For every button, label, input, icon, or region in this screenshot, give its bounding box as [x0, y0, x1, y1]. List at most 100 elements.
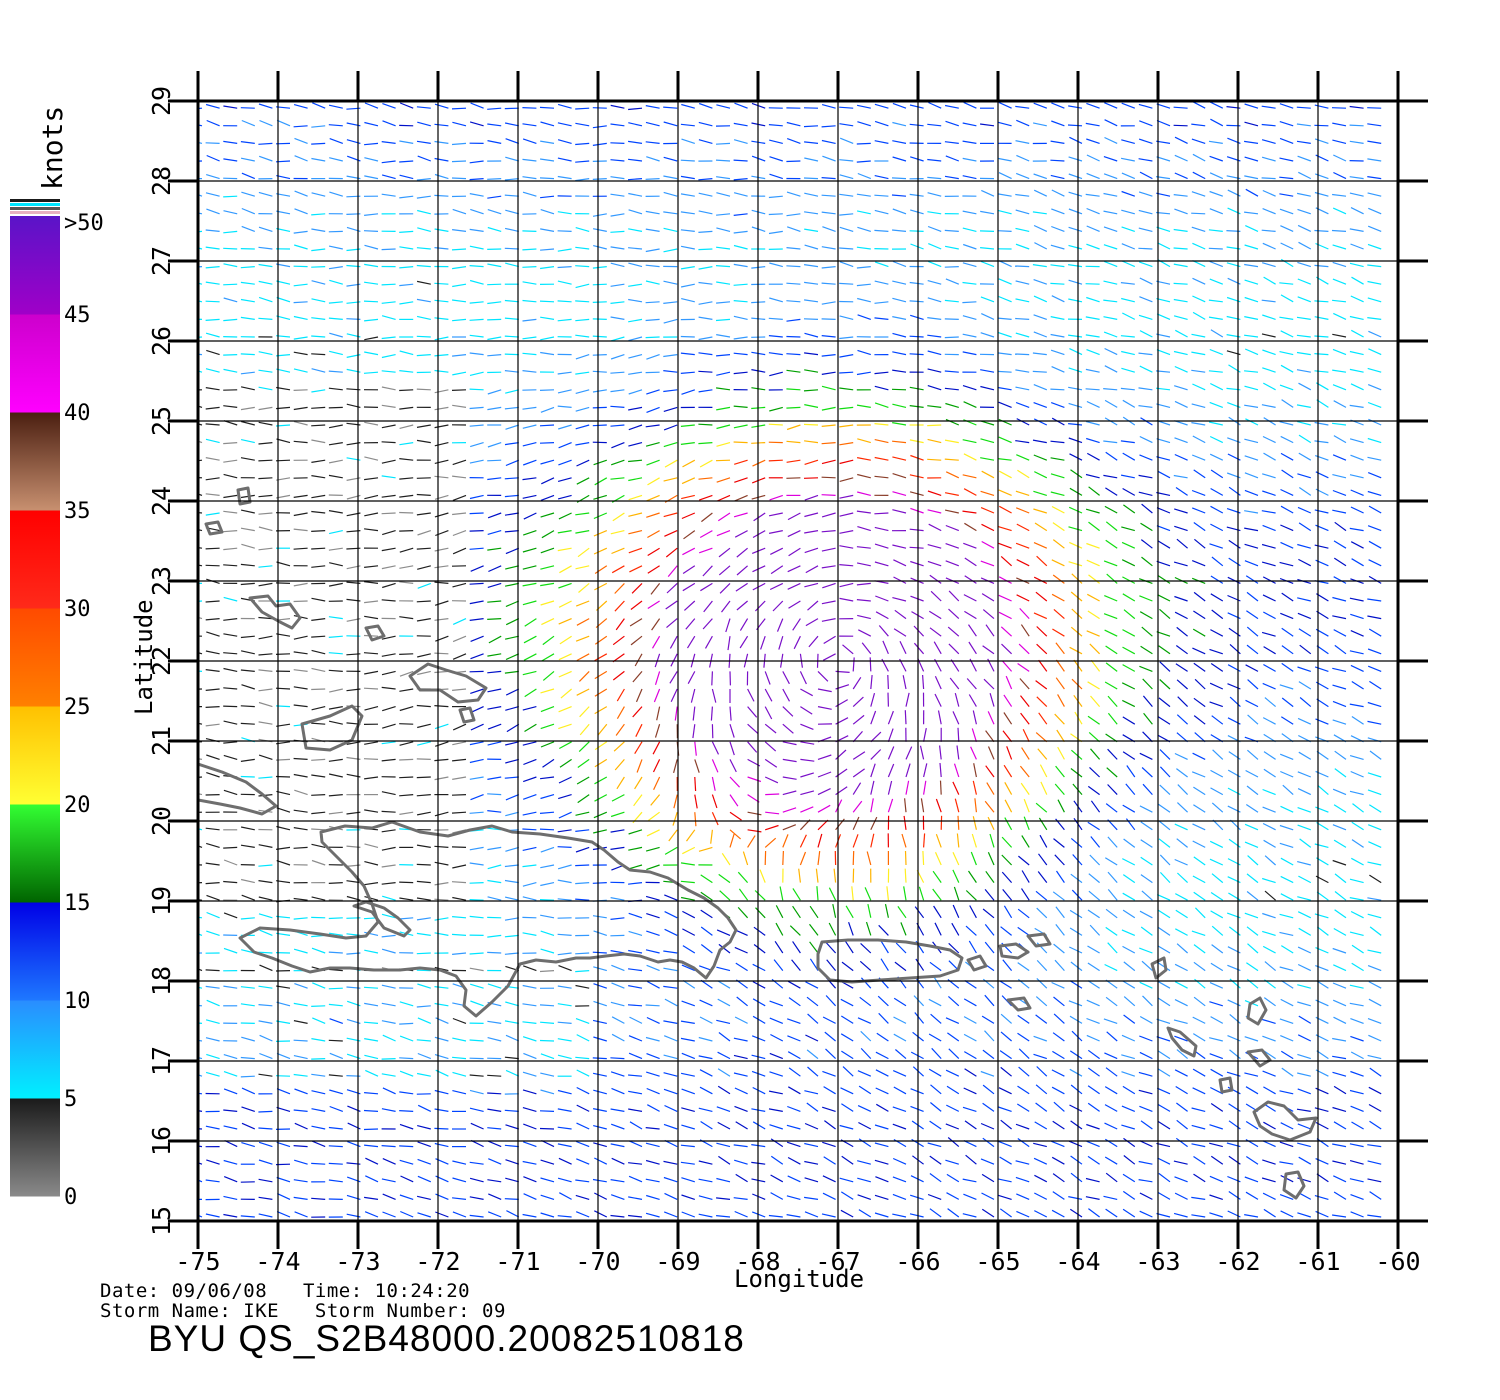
wind-vector: [1262, 1192, 1276, 1200]
wind-vector: [557, 1021, 572, 1024]
wind-vector: [733, 352, 748, 356]
wind-vector: [1036, 643, 1048, 655]
wind-vector: [1229, 643, 1241, 655]
wind-vector: [987, 711, 995, 725]
wind-vector: [715, 459, 731, 462]
wind-vector: [1262, 1070, 1276, 1077]
wind-vector: [1175, 645, 1188, 655]
wind-vector: [592, 266, 607, 269]
wind-vector: [1369, 1067, 1382, 1077]
wind-vector: [540, 1212, 555, 1218]
wind-vector: [311, 280, 326, 285]
wind-vector: [1175, 909, 1188, 919]
wind-vector: [1087, 962, 1100, 972]
wind-vector: [577, 758, 590, 768]
wind-vector: [629, 1016, 643, 1024]
wind-vector: [1332, 1037, 1347, 1042]
wind-vector: [416, 704, 431, 708]
wind-vector: [399, 389, 414, 392]
wind-vector: [1018, 1066, 1030, 1077]
wind-vector: [329, 1052, 344, 1060]
wind-vector: [540, 1089, 555, 1095]
wind-vector: [1139, 611, 1153, 620]
wind-vector: [575, 389, 590, 394]
wind-vector: [663, 248, 678, 253]
wind-vector: [223, 846, 238, 849]
wind-vector: [857, 297, 871, 303]
wind-vector: [768, 1214, 783, 1218]
wind-vector: [1104, 365, 1118, 373]
wind-vector: [540, 706, 555, 713]
wind-vector: [775, 905, 784, 919]
wind-vector: [1193, 610, 1206, 620]
wind-vector: [753, 944, 766, 954]
wind-vector: [786, 213, 801, 217]
wind-vector: [1036, 1066, 1048, 1077]
wind-vector: [364, 175, 379, 180]
wind-vector: [840, 1087, 854, 1095]
wind-vector: [451, 933, 467, 936]
wind-vector: [858, 1138, 872, 1148]
wind-vector: [729, 724, 735, 738]
wind-vector: [469, 776, 484, 780]
wind-vector: [1349, 176, 1364, 180]
wind-vector: [922, 850, 925, 866]
wind-vector: [734, 1210, 748, 1218]
wind-vector: [505, 1159, 519, 1165]
wind-vector: [198, 899, 203, 901]
wind-vector: [399, 283, 414, 287]
wind-vector: [578, 582, 590, 593]
wind-vector: [559, 565, 572, 574]
wind-vector: [540, 547, 555, 554]
wind-vector: [914, 1012, 925, 1024]
wind-vector: [223, 318, 238, 322]
wind-vector: [1051, 981, 1065, 989]
wind-vector: [469, 424, 484, 427]
wind-vector: [1297, 506, 1312, 514]
wind-vector: [682, 910, 696, 919]
wind-vector: [1104, 1086, 1118, 1095]
wind-vector: [663, 1211, 678, 1218]
wind-vector: [628, 158, 643, 162]
y-tick-label: 27: [147, 246, 176, 276]
wind-vector: [893, 997, 907, 1007]
wind-vector: [1191, 560, 1206, 567]
wind-vector: [804, 141, 819, 144]
wind-vector: [1176, 802, 1189, 813]
wind-vector: [240, 353, 255, 356]
wind-vector: [804, 211, 819, 215]
wind-vector: [962, 1106, 977, 1112]
wind-vector: [1210, 505, 1224, 514]
wind-vector: [1244, 175, 1259, 180]
wind-vector: [506, 1210, 520, 1218]
wind-vector: [328, 387, 343, 391]
wind-vector: [947, 995, 960, 1007]
wind-vector: [328, 917, 343, 920]
wind-vector: [328, 616, 343, 620]
wind-vector: [205, 547, 220, 550]
wind-vector: [698, 266, 713, 270]
wind-vector: [962, 1178, 977, 1183]
wind-vector: [1367, 158, 1382, 162]
wind-vector: [1051, 102, 1065, 109]
wind-vector: [768, 1090, 783, 1095]
wind-vector: [628, 298, 643, 303]
wind-vector: [540, 336, 555, 341]
wind-vector: [258, 565, 273, 568]
wind-vector: [892, 369, 907, 373]
wind-vector: [470, 983, 484, 989]
wind-vector: [927, 211, 942, 215]
wind-vector: [957, 815, 960, 830]
wind-vector: [1139, 171, 1153, 180]
wind-vector: [951, 922, 960, 936]
wind-vector: [1104, 595, 1118, 602]
wind-vector: [240, 917, 255, 920]
wind-vector: [558, 811, 572, 819]
wind-vector: [1209, 682, 1224, 690]
wind-vector: [1086, 296, 1100, 303]
wind-vector: [1052, 1032, 1065, 1042]
wind-vector: [1209, 1194, 1223, 1200]
wind-vector: [752, 1086, 766, 1095]
wind-vector: [739, 618, 749, 631]
wind-vector: [1280, 1174, 1294, 1183]
